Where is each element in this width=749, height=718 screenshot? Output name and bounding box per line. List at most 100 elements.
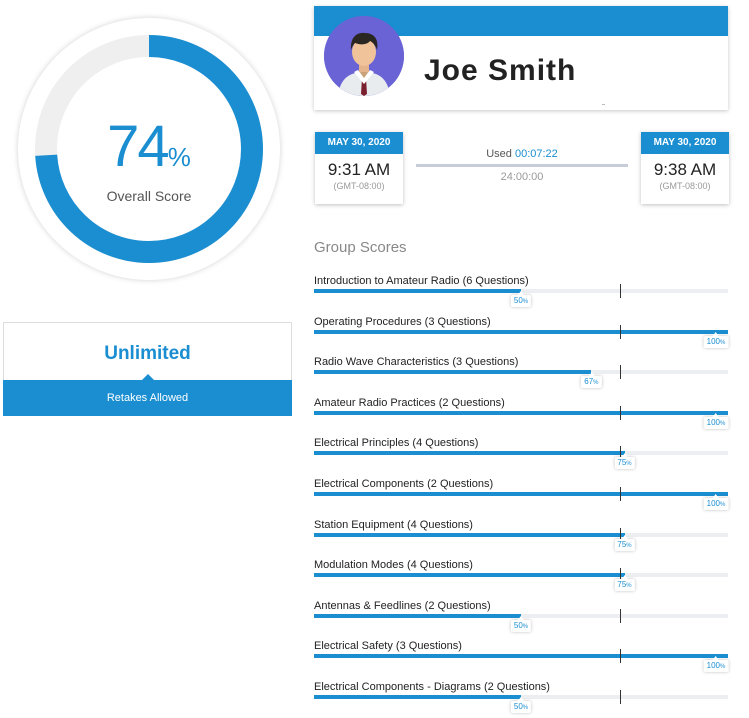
group-score-track — [314, 649, 728, 664]
group-score-percent-badge: 67% — [581, 372, 602, 389]
percent-sign: % — [522, 705, 529, 711]
overall-score-chart — [35, 35, 263, 263]
group-score-label: Electrical Components (2 Questions) — [314, 478, 494, 490]
overall-score-ring: 74% Overall Score — [18, 18, 280, 280]
group-score-row: Electrical Principles (4 Questions) 75% — [314, 437, 728, 473]
group-score-row: Amateur Radio Practices (2 Questions) 100… — [314, 396, 729, 433]
group-score-track — [314, 324, 728, 339]
group-score-percent: 67 — [584, 377, 594, 387]
group-score-percent: 50 — [513, 702, 523, 711]
group-score-track — [314, 446, 728, 461]
group-score-row: Electrical Safety (3 Questions) 100% — [314, 640, 729, 676]
end-time-box: MAY 30, 2020 9:38 AM (GMT-08:00) — [641, 132, 729, 204]
avatar — [324, 16, 404, 96]
score-percent-sign: % — [167, 142, 191, 172]
percent-sign: % — [522, 623, 529, 630]
group-score-percent: 75 — [617, 539, 627, 549]
group-score-row: Station Equipment (4 Questions) 75% — [314, 519, 728, 555]
group-score-percent: 75 — [617, 580, 627, 590]
end-date: MAY 30, 2020 — [641, 132, 729, 154]
group-score-percent: 50 — [513, 620, 523, 630]
group-scores-title: Group Scores — [314, 239, 407, 256]
used-label: Used — [486, 148, 512, 160]
pass-mark-tick — [620, 690, 621, 704]
group-score-label: Station Equipment (4 Questions) — [314, 518, 473, 531]
percent-sign: % — [626, 542, 632, 549]
group-score-percent-badge: 100% — [703, 656, 729, 673]
profile-card: Joe Smith — [314, 6, 728, 110]
group-score-label: Electrical Components - Diagrams (2 Ques… — [314, 681, 550, 693]
user-name: Joe Smith — [424, 54, 577, 87]
group-score-percent-badge: 75% — [614, 534, 635, 551]
group-score-bar — [314, 370, 592, 375]
group-score-percent-badge: 50% — [510, 697, 532, 713]
group-score-label: Introduction to Amateur Radio (6 Questio… — [314, 275, 529, 287]
percent-sign: % — [522, 299, 529, 305]
pass-mark-tick — [620, 649, 621, 664]
percent-sign: % — [720, 664, 726, 671]
pass-mark-tick — [620, 568, 621, 583]
score-ring-fill — [35, 35, 263, 263]
end-time: 9:38 AM — [653, 160, 717, 179]
retakes-title: Unlimited — [104, 343, 191, 364]
group-score-label: Amateur Radio Practices (2 Questions) — [314, 396, 505, 409]
group-score-bar — [314, 532, 625, 537]
overall-score-value: 74% — [18, 118, 280, 186]
group-score-label: Antennas & Feedlines (2 Questions) — [314, 599, 491, 612]
group-score-percent: 100 — [706, 417, 721, 427]
group-score-percent: 100 — [706, 336, 721, 346]
percent-sign: % — [720, 502, 726, 508]
start-time-box: MAY 30, 2020 9:31 AM (GMT-08:00) — [315, 132, 403, 204]
group-score-bar — [314, 613, 521, 618]
group-score-percent-badge: 75% — [614, 453, 635, 470]
group-score-percent: 100 — [706, 499, 721, 508]
retakes-subtitle: Retakes Allowed — [106, 392, 189, 404]
group-score-bar — [314, 289, 521, 293]
group-score-label: Operating Procedures (3 Questions) — [314, 315, 491, 328]
group-score-row: Introduction to Amateur Radio (6 Questio… — [314, 275, 728, 311]
pass-mark-tick — [620, 405, 621, 420]
start-date: MAY 30, 2020 — [315, 132, 403, 154]
group-score-percent: 100 — [706, 661, 721, 671]
group-score-row: Radio Wave Characteristics (3 Questions)… — [314, 356, 728, 392]
overall-score-label: Overall Score — [106, 188, 192, 204]
group-score-bar — [314, 654, 728, 659]
percent-sign: % — [626, 461, 632, 468]
group-score-track — [314, 487, 728, 501]
group-score-percent-badge: 100% — [703, 494, 729, 510]
percent-sign: % — [626, 583, 632, 590]
pass-mark-tick — [620, 324, 621, 339]
percent-sign: % — [593, 380, 599, 387]
group-score-row: Electrical Components (2 Questions) 100% — [314, 478, 729, 514]
group-score-bar — [314, 329, 728, 334]
group-score-bar — [314, 695, 521, 699]
used-value: 00:07:22 — [514, 148, 558, 160]
group-score-bar — [314, 451, 625, 456]
pass-mark-tick — [620, 608, 621, 623]
retakes-band: Retakes Allowed — [3, 374, 292, 416]
retakes-notch — [142, 374, 154, 380]
group-score-track — [314, 405, 728, 420]
end-timezone: (GMT-08:00) — [659, 181, 711, 191]
pass-mark-tick — [620, 284, 621, 298]
group-score-label: Electrical Principles (4 Questions) — [314, 437, 479, 450]
start-timezone: (GMT-08:00) — [333, 181, 385, 191]
group-score-row: Antennas & Feedlines (2 Questions) 50% — [314, 600, 728, 636]
pass-mark-tick — [620, 446, 621, 461]
score-number: 74 — [107, 114, 169, 179]
percent-sign: % — [720, 339, 726, 346]
group-score-bar — [314, 492, 728, 496]
group-score-percent-badge: 50% — [510, 615, 532, 632]
profile-divider — [602, 104, 605, 105]
pass-mark-tick — [620, 487, 621, 501]
group-score-percent-badge: 75% — [614, 575, 635, 592]
group-score-label: Electrical Safety (3 Questions) — [314, 640, 462, 653]
group-score-percent: 75 — [617, 458, 627, 468]
group-score-percent-badge: 50% — [510, 291, 532, 307]
group-score-label: Radio Wave Characteristics (3 Questions) — [314, 356, 519, 369]
pass-mark-tick — [620, 365, 621, 380]
group-score-percent-badge: 100% — [703, 412, 729, 429]
time-used-track — [416, 164, 628, 167]
group-score-track — [314, 527, 728, 542]
